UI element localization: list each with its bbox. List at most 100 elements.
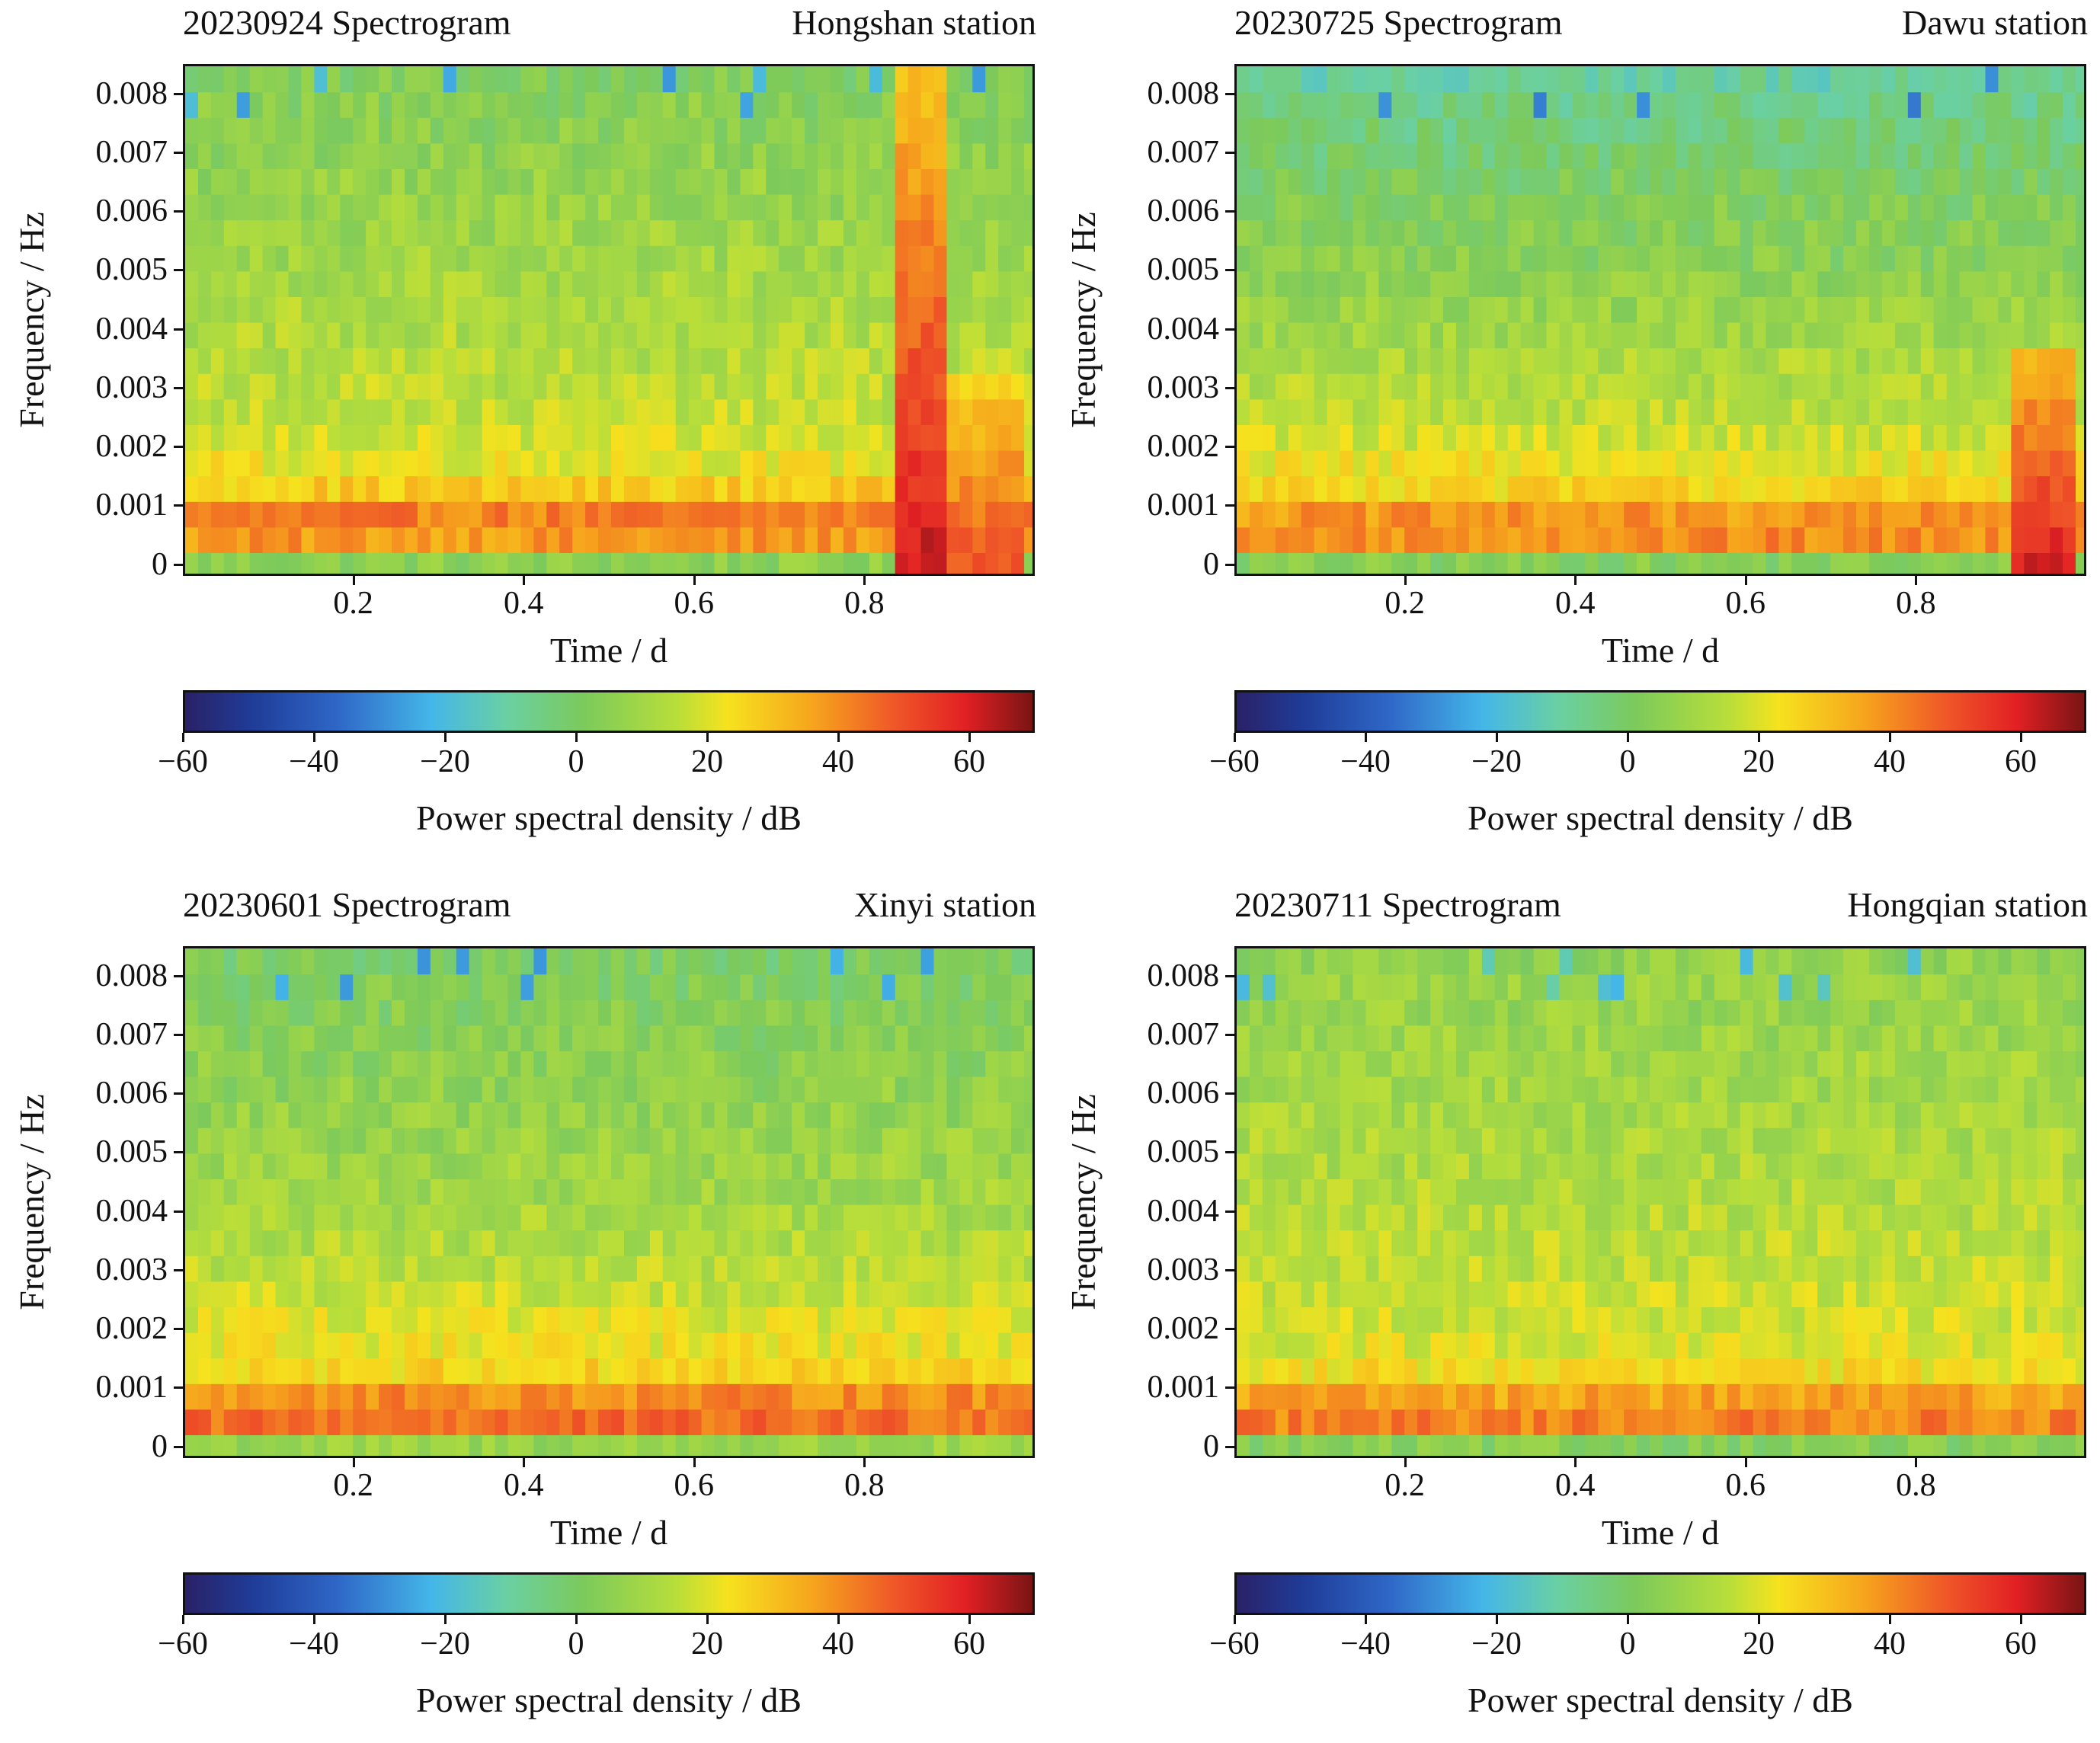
- y-tick-mark: [1225, 504, 1234, 507]
- heatmap-cell: [611, 66, 625, 92]
- heatmap-cell: [507, 168, 521, 194]
- heatmap-cell: [443, 194, 457, 220]
- heatmap-cell: [611, 348, 625, 374]
- heatmap-cell: [1985, 1332, 1999, 1358]
- heatmap-cell: [1572, 220, 1586, 246]
- heatmap-cell: [663, 1127, 677, 1153]
- heatmap-cell: [1689, 1230, 1702, 1256]
- heatmap-cell: [895, 450, 909, 476]
- heatmap-cell: [301, 1409, 315, 1435]
- heatmap-cell: [1391, 1306, 1405, 1332]
- heatmap-cell: [1985, 92, 1999, 118]
- heatmap-cell: [405, 450, 418, 476]
- heatmap-cell: [237, 476, 251, 502]
- heatmap-cell: [1547, 399, 1561, 425]
- heatmap-cell: [1340, 296, 1354, 322]
- heatmap-cell: [779, 1179, 792, 1204]
- heatmap-cell: [1237, 552, 1250, 576]
- heatmap-cell: [443, 1281, 457, 1307]
- heatmap-cell: [1998, 92, 2012, 118]
- heatmap-cell: [1340, 450, 1354, 476]
- heatmap-cell: [482, 373, 496, 399]
- heatmap-cell: [1843, 450, 1857, 476]
- heatmap-cell: [1611, 424, 1625, 450]
- heatmap-cell: [1598, 296, 1612, 322]
- heatmap-cell: [1817, 424, 1831, 450]
- heatmap-cell: [650, 424, 664, 450]
- heatmap-cell: [1753, 373, 1767, 399]
- heatmap-cell: [933, 143, 947, 169]
- heatmap-cell: [1740, 92, 1754, 118]
- heatmap-cell: [250, 245, 264, 271]
- heatmap-cell: [1843, 1281, 1857, 1307]
- heatmap-cell: [1882, 1332, 1896, 1358]
- heatmap-cell: [856, 1051, 870, 1076]
- heatmap-cell: [985, 999, 999, 1025]
- heatmap-cell: [237, 1076, 251, 1102]
- heatmap-cell: [418, 1076, 431, 1102]
- heatmap-cell: [366, 501, 379, 527]
- heatmap-cell: [1365, 296, 1379, 322]
- heatmap-cell: [276, 1332, 290, 1358]
- heatmap-cell: [611, 999, 625, 1025]
- heatmap-cell: [1869, 552, 1883, 576]
- heatmap-cell: [1701, 66, 1715, 92]
- heatmap-cell: [727, 476, 741, 502]
- heatmap-cell: [507, 476, 521, 502]
- heatmap-cell: [792, 1332, 805, 1358]
- heatmap-cell: [933, 1102, 947, 1128]
- heatmap-cell: [198, 999, 212, 1025]
- heatmap-cell: [1973, 322, 1986, 348]
- heatmap-cell: [585, 1230, 599, 1256]
- heatmap-cell: [520, 552, 534, 576]
- heatmap-cell: [702, 476, 715, 502]
- heatmap-cell: [1508, 1383, 1522, 1409]
- heatmap-cell: [1998, 1281, 2012, 1307]
- heatmap-cell: [431, 1281, 444, 1307]
- heatmap-cell: [1921, 1179, 1935, 1204]
- heatmap-cell: [1598, 1358, 1612, 1384]
- heatmap-cell: [1443, 143, 1457, 169]
- heatmap-cell: [985, 399, 999, 425]
- heatmap-cell: [263, 974, 277, 1000]
- heatmap-cell: [727, 194, 741, 220]
- heatmap-cell: [1301, 1409, 1315, 1435]
- heatmap-cell: [301, 1281, 315, 1307]
- heatmap-cell: [1301, 1255, 1315, 1281]
- heatmap-cell: [1572, 1179, 1586, 1204]
- heatmap-cell: [366, 552, 379, 576]
- heatmap-cell: [431, 1204, 444, 1230]
- heatmap-cell: [663, 501, 677, 527]
- heatmap-cell: [546, 1281, 560, 1307]
- heatmap-cell: [740, 1255, 754, 1281]
- heatmap-cell: [702, 220, 715, 246]
- heatmap-cell: [689, 1332, 703, 1358]
- heatmap-cell: [327, 552, 341, 576]
- heatmap-cell: [1804, 1230, 1818, 1256]
- heatmap-cell: [1766, 450, 1780, 476]
- heatmap-cell: [1611, 271, 1625, 297]
- heatmap-cell: [650, 399, 664, 425]
- heatmap-cell: [959, 552, 973, 576]
- heatmap-cell: [301, 271, 315, 297]
- heatmap-cell: [844, 1306, 857, 1332]
- heatmap-cell: [572, 974, 586, 1000]
- heatmap-cell: [676, 1204, 690, 1230]
- heatmap-cell: [1301, 450, 1315, 476]
- heatmap-cell: [1727, 1306, 1741, 1332]
- heatmap-cell: [379, 1204, 392, 1230]
- heatmap-cell: [1534, 1409, 1548, 1435]
- heatmap-cell: [753, 1127, 767, 1153]
- heatmap-cell: [766, 1127, 779, 1153]
- heatmap-cell: [1559, 373, 1573, 399]
- heatmap-cell: [353, 974, 367, 1000]
- heatmap-cell: [869, 1204, 883, 1230]
- heatmap-cell: [1559, 1332, 1573, 1358]
- heatmap-cell: [2076, 450, 2086, 476]
- heatmap-cell: [1011, 501, 1025, 527]
- heatmap-cell: [1817, 1204, 1831, 1230]
- colorbar-tick-mark: [706, 733, 709, 742]
- y-tick-mark: [174, 564, 183, 566]
- heatmap-cell: [1598, 220, 1612, 246]
- heatmap-cell: [753, 194, 767, 220]
